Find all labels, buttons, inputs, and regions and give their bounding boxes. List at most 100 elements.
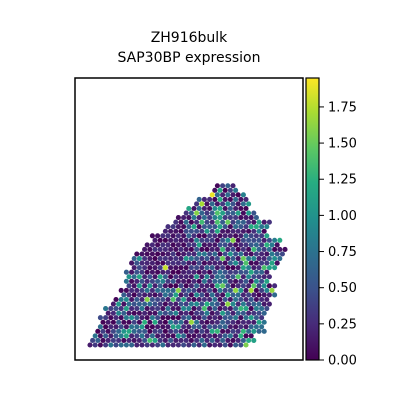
- spot-point: [207, 342, 213, 348]
- colorbar-tick-label: 1.25: [328, 173, 357, 188]
- spot-point: [235, 337, 241, 344]
- spot-point: [212, 306, 218, 312]
- spot-point: [238, 324, 244, 330]
- spot-point: [97, 324, 103, 330]
- spot-point: [170, 296, 176, 303]
- spot-point: [170, 333, 176, 339]
- spot-point: [186, 333, 192, 339]
- spot-point: [227, 260, 233, 266]
- spot-point: [207, 205, 213, 212]
- spot-point: [264, 278, 270, 284]
- spot-point: [248, 233, 254, 239]
- spot-point: [233, 287, 239, 293]
- spot-point: [243, 296, 249, 303]
- spot-point: [240, 319, 246, 325]
- spot-point: [266, 274, 272, 280]
- spot-point: [103, 342, 109, 348]
- spot-point: [222, 242, 228, 248]
- spot-point: [222, 296, 228, 303]
- spot-point: [144, 296, 150, 303]
- spot-point: [144, 324, 150, 330]
- spot-point: [243, 224, 249, 230]
- spot-point: [259, 324, 265, 330]
- spot-point: [227, 269, 233, 275]
- spot-point: [240, 283, 246, 289]
- spot-point: [131, 319, 137, 325]
- spot-point: [160, 251, 166, 257]
- spot-point: [139, 260, 145, 266]
- spatial-spots: [87, 183, 288, 348]
- spot-point: [178, 255, 184, 262]
- spot-point: [235, 246, 241, 252]
- spot-point: [199, 237, 205, 243]
- spot-point: [214, 246, 220, 252]
- spot-point: [188, 292, 194, 298]
- spot-point: [246, 337, 252, 344]
- spot-point: [149, 315, 155, 321]
- spot-point: [227, 187, 233, 193]
- spot-point: [155, 342, 161, 348]
- spot-point: [220, 310, 226, 316]
- spot-point: [204, 265, 210, 271]
- spot-point: [196, 196, 202, 202]
- spot-point: [126, 292, 132, 298]
- spot-point: [251, 337, 257, 344]
- spot-point: [183, 246, 189, 252]
- spot-point: [217, 242, 223, 248]
- spot-point: [191, 296, 197, 303]
- spot-point: [168, 337, 174, 344]
- spot-point: [173, 274, 179, 280]
- spot-point: [147, 328, 153, 334]
- spot-point: [139, 296, 145, 303]
- spot-point: [209, 237, 215, 243]
- colorbar-ticks: 0.00 0.25 0.50 0.75 1.00 1.25 1.50 1.75: [319, 100, 357, 369]
- spot-point: [246, 301, 252, 307]
- spot-point: [238, 342, 244, 348]
- spot-point: [191, 324, 197, 330]
- spot-point: [142, 255, 148, 262]
- spot-point: [220, 246, 226, 252]
- spot-point: [240, 310, 246, 316]
- spot-point: [160, 296, 166, 303]
- spot-point: [116, 310, 122, 316]
- spot-point: [243, 215, 249, 221]
- spot-point: [175, 287, 181, 293]
- spot-point: [238, 296, 244, 303]
- spot-point: [191, 278, 197, 284]
- spot-point: [136, 337, 142, 344]
- spot-point: [95, 337, 101, 344]
- spot-point: [136, 265, 142, 271]
- spot-point: [191, 215, 197, 221]
- spot-point: [147, 292, 153, 298]
- spot-point: [214, 319, 220, 325]
- spot-point: [253, 296, 259, 303]
- spot-point: [118, 324, 124, 330]
- spot-point: [152, 328, 158, 334]
- spot-point: [136, 292, 142, 298]
- spot-point: [253, 242, 259, 248]
- spot-point: [194, 292, 200, 298]
- spot-point: [222, 269, 228, 275]
- spot-point: [209, 228, 215, 234]
- spot-point: [269, 242, 275, 248]
- spot-point: [272, 237, 278, 243]
- spot-point: [212, 205, 218, 212]
- spot-point: [233, 196, 239, 202]
- spot-point: [186, 215, 192, 221]
- spot-point: [194, 301, 200, 307]
- spot-point: [253, 306, 259, 312]
- spot-point: [251, 283, 257, 289]
- spot-point: [251, 210, 257, 216]
- spot-point: [186, 224, 192, 230]
- spot-point: [191, 342, 197, 348]
- spot-point: [160, 333, 166, 339]
- spot-point: [220, 337, 226, 344]
- spot-point: [168, 310, 174, 316]
- spot-point: [220, 274, 226, 280]
- spot-point: [194, 274, 200, 280]
- spot-point: [144, 242, 150, 248]
- spot-point: [196, 315, 202, 321]
- spot-point: [272, 246, 278, 252]
- spot-point: [214, 237, 220, 243]
- spot-point: [201, 333, 207, 339]
